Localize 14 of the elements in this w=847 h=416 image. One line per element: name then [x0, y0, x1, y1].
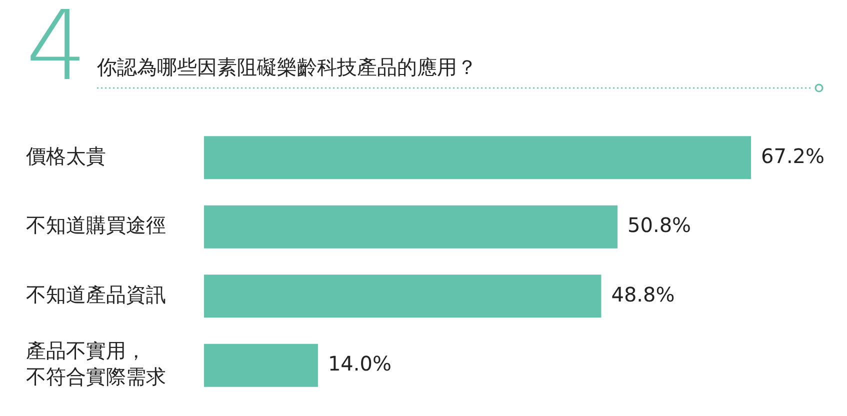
- bar: [204, 205, 618, 248]
- data-label: 50.8%: [628, 213, 692, 238]
- y-tick-label: 不知道產品資訊: [26, 282, 166, 306]
- text: 4: [26, 0, 88, 102]
- data-label: 48.8%: [611, 282, 675, 306]
- y-tick-label: 不知道購買途徑: [26, 213, 166, 238]
- bar: [204, 136, 751, 180]
- bar: [204, 344, 318, 387]
- data-label: 67.2%: [761, 144, 825, 168]
- y-tick-label: 產品不實用，不符合實際需求: [26, 338, 166, 389]
- chart-title: 你認為哪些因素阻礙樂齡科技產品的應用？: [97, 54, 477, 81]
- bar: [204, 274, 602, 318]
- data-label: 14.0%: [328, 352, 392, 376]
- y-tick-label: 價格太貴: [26, 144, 106, 168]
